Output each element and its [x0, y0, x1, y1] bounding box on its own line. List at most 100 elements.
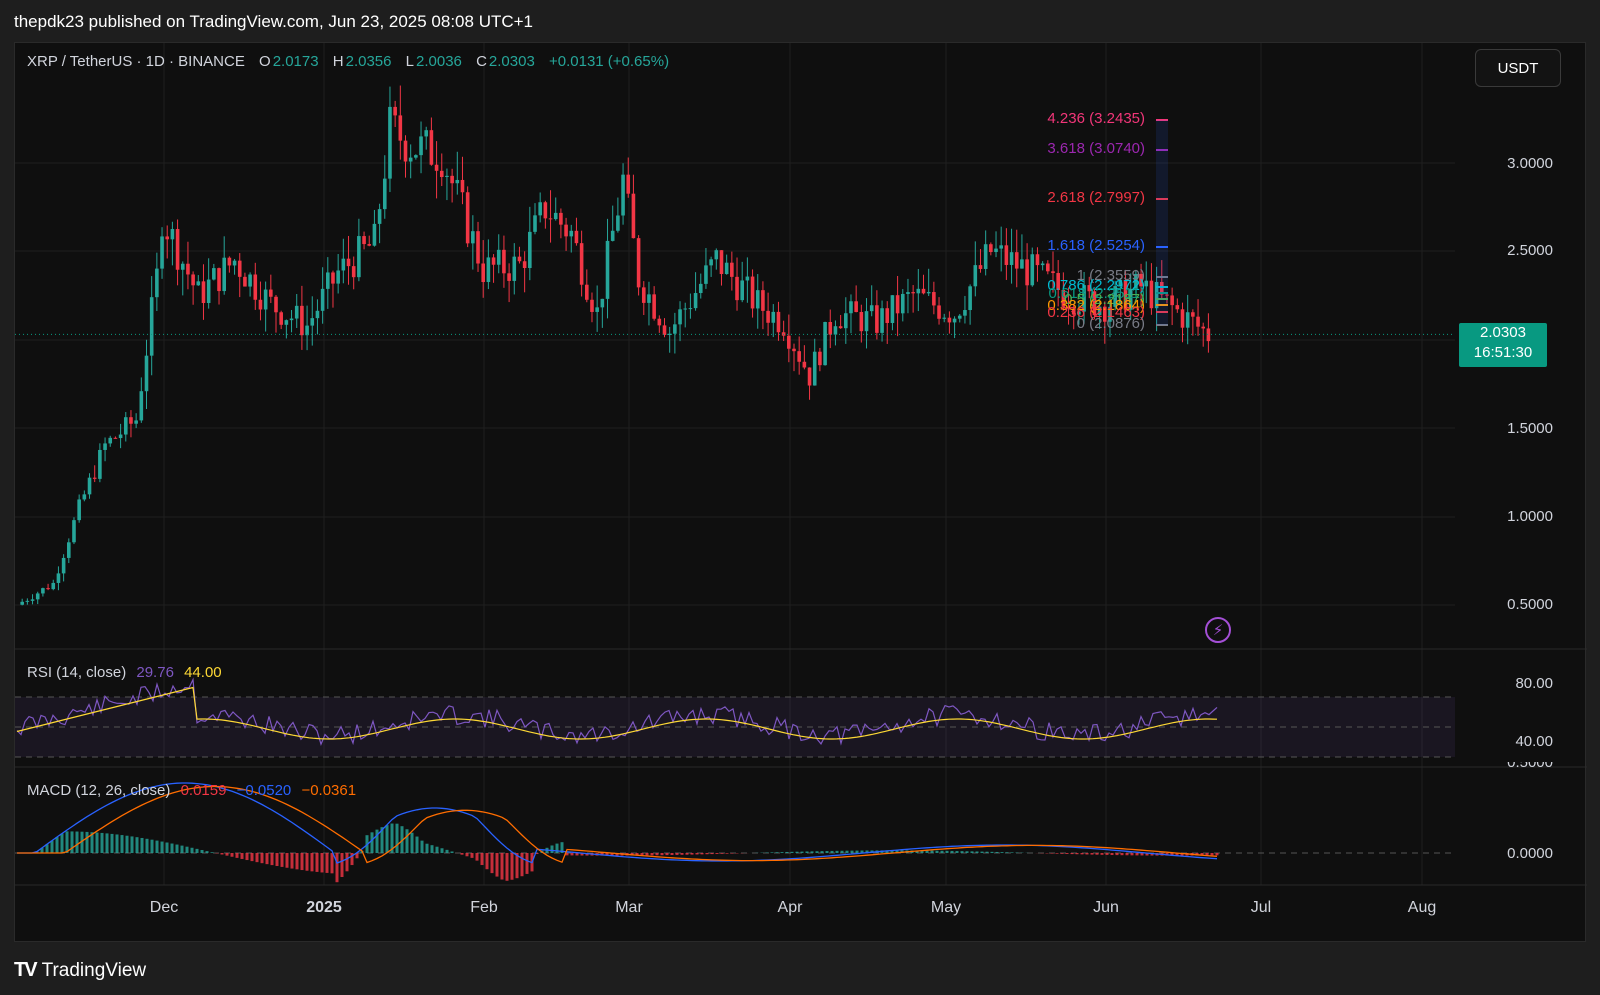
candle-body — [61, 557, 66, 574]
candle-body — [269, 289, 273, 297]
candle-body — [248, 274, 252, 287]
candle-body — [1201, 326, 1206, 329]
footer: TV TradingView — [0, 944, 1600, 995]
candle-body — [274, 296, 278, 313]
macd-histogram-bar — [1050, 853, 1054, 854]
symbol-name[interactable]: XRP / TetherUS · 1D · BINANCE — [27, 53, 245, 70]
rsi-ma-line — [16, 686, 1218, 740]
macd-histogram-bar — [965, 851, 969, 853]
macd-axis-label: 0.0000 — [1507, 845, 1553, 862]
rsi-value: 29.76 — [136, 664, 174, 681]
candle-body — [123, 417, 128, 435]
macd-histogram-bar — [800, 851, 804, 853]
candle-body — [1004, 245, 1009, 265]
candle-body — [994, 248, 998, 253]
macd-histogram-bar — [1060, 853, 1064, 854]
macd-histogram-bar — [650, 853, 654, 856]
macd-value: −0.0520 — [236, 782, 292, 799]
macd-histogram-bar — [635, 853, 639, 856]
candle-body — [755, 290, 760, 309]
chart-canvas[interactable] — [15, 43, 1587, 943]
candle-body — [300, 305, 304, 336]
macd-histogram-bar — [390, 823, 394, 853]
candle-body — [880, 308, 884, 333]
macd-histogram-bar — [185, 846, 189, 853]
macd-histogram-bar — [270, 853, 274, 866]
macd-histogram-bar — [305, 853, 309, 871]
macd-histogram-bar — [150, 839, 154, 853]
candle-body — [502, 249, 506, 274]
macd-histogram-bar — [810, 851, 814, 853]
candle-body — [77, 499, 81, 521]
macd-histogram-bar — [1055, 853, 1059, 854]
macd-histogram-bar — [85, 831, 89, 853]
candle-body — [1196, 316, 1200, 327]
change-value: +0.0131 (+0.65%) — [548, 53, 670, 70]
brand-name: TradingView — [41, 959, 147, 981]
macd-histogram-bar — [425, 843, 429, 853]
candle-body — [284, 320, 289, 325]
macd-histogram-bar — [820, 851, 824, 853]
macd-histogram-bar — [835, 850, 839, 853]
candle-body — [1149, 280, 1154, 309]
macd-histogram-bar — [770, 852, 774, 853]
macd-histogram-bar — [1200, 853, 1204, 856]
candle-body — [258, 299, 263, 310]
candle-body — [357, 236, 361, 278]
macd-histogram-bar — [825, 851, 829, 853]
macd-label: MACD (12, 26, close) — [27, 782, 171, 799]
candle-body — [476, 231, 480, 264]
macd-histogram-bar — [475, 853, 479, 861]
tradingview-brand[interactable]: TV TradingView — [14, 959, 146, 982]
candle-body — [1165, 294, 1169, 296]
candle-body — [382, 178, 387, 210]
macd-histogram-bar — [355, 853, 359, 859]
candle-body — [30, 599, 35, 601]
macd-histogram-bar — [520, 853, 524, 877]
candle-body — [486, 257, 491, 283]
macd-histogram-bar — [850, 850, 854, 853]
candle-body — [165, 236, 170, 240]
macd-histogram-bar — [655, 853, 659, 856]
macd-histogram-bar — [155, 840, 159, 853]
candle-body — [144, 355, 149, 392]
macd-histogram-bar — [515, 853, 519, 879]
candle-body — [989, 244, 993, 253]
rsi-axis-label: 80.00 — [1515, 675, 1553, 692]
macd-histogram-bar — [265, 853, 269, 865]
open-value: 2.0173 — [272, 53, 319, 70]
candle-body — [740, 280, 744, 301]
candle-body — [875, 305, 879, 333]
date-axis-label: Feb — [470, 899, 498, 916]
currency-button[interactable]: USDT — [1475, 49, 1561, 87]
candle-body — [854, 301, 858, 313]
macd-histogram-bar — [430, 845, 434, 853]
candle-body — [113, 437, 118, 439]
candle-body — [895, 295, 900, 314]
candle-body — [714, 250, 719, 260]
candle-body — [279, 312, 283, 325]
macd-histogram-bar — [180, 845, 184, 853]
candle-body — [973, 265, 978, 287]
candle-body — [35, 593, 40, 600]
macd-histogram-bar — [65, 831, 69, 853]
low-label: L — [405, 53, 415, 70]
macd-histogram-bar — [645, 853, 649, 856]
candle-body — [911, 292, 915, 294]
macd-histogram-bar — [790, 851, 794, 853]
candle-body — [1170, 295, 1174, 306]
candle-body — [186, 263, 190, 275]
fib-level-0786: 0.786 (2.2972) — [1047, 277, 1145, 294]
macd-histogram-bar — [260, 853, 264, 864]
macd-histogram-bar — [930, 850, 934, 853]
lightning-icon[interactable]: ⚡ — [1205, 617, 1231, 643]
candle-body — [662, 325, 667, 335]
candle-body — [196, 281, 201, 286]
macd-histogram-bar — [235, 853, 239, 858]
macd-histogram-bar — [785, 851, 789, 853]
fib-level-05: 0.5 (2.2187) — [1064, 291, 1145, 308]
candle-body — [103, 443, 107, 450]
macd-histogram-bar — [1175, 853, 1179, 856]
candle-body — [1108, 306, 1112, 322]
